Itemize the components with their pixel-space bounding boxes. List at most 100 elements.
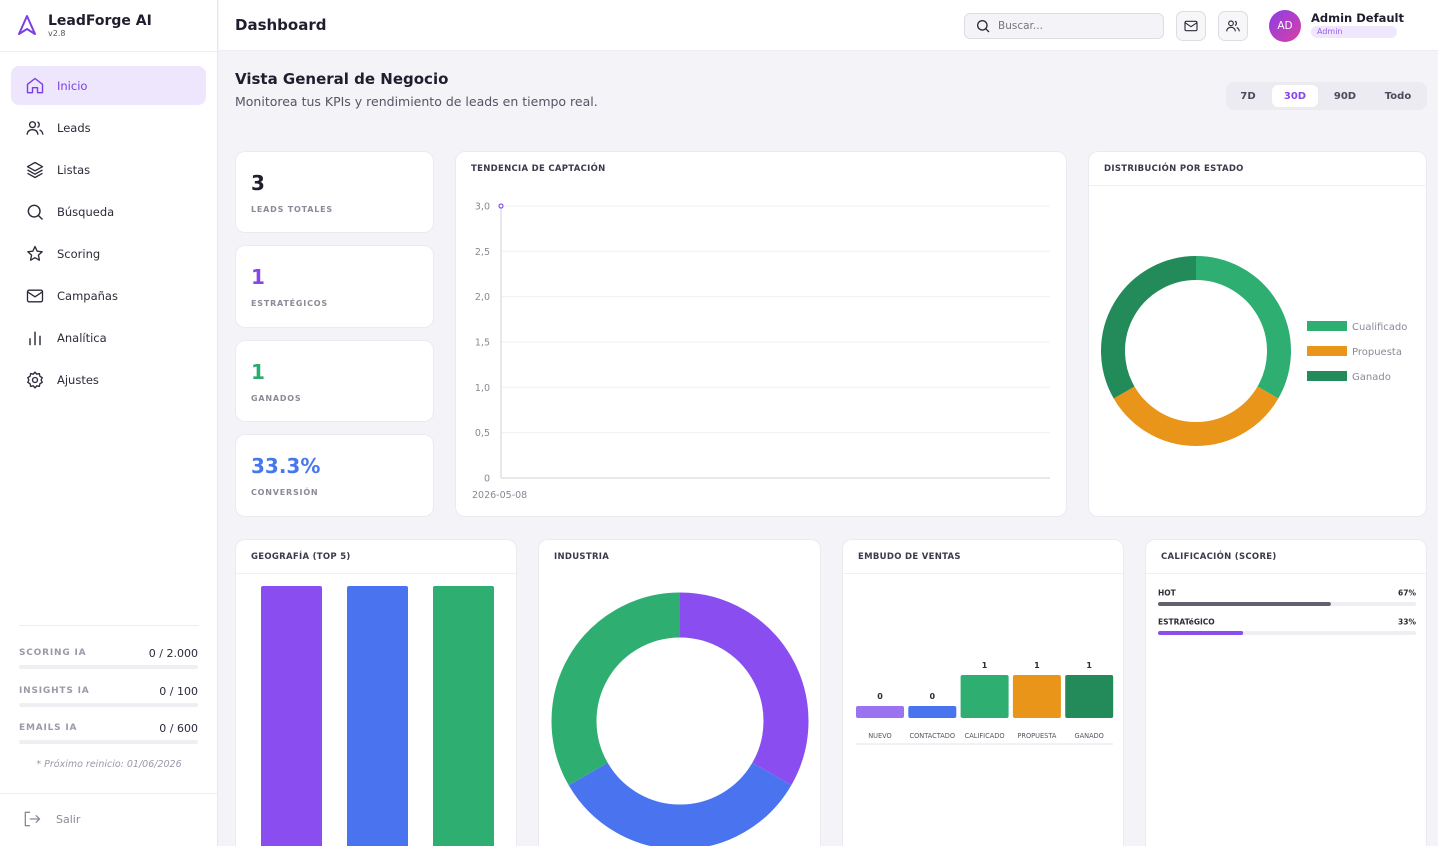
sidebar-item-listas[interactable]: Listas [11, 150, 206, 189]
score-value-label: 67% [1398, 589, 1416, 598]
chart-title: INDUSTRIA [554, 552, 610, 562]
funnel-chart-card: EMBUDO DE VENTAS 0 NUEVO 0 CONTACTADO 1 CALIF… [842, 539, 1124, 846]
quota-scoring: SCORING IA 0 / 2.000 [19, 646, 198, 669]
users-icon [26, 120, 44, 135]
bar-category-label: CALIFICADO [965, 732, 1005, 740]
score-bar-chart: HOT 67% ESTRATéGICO 33% [1158, 589, 1416, 635]
range-30d-button[interactable]: 30D [1272, 85, 1318, 107]
kpi-value: 33.3% [251, 454, 321, 478]
sidebar-item-busqueda[interactable]: Búsqueda [11, 192, 206, 231]
sidebar-item-ajustes[interactable]: Ajustes [11, 360, 206, 399]
divider [843, 573, 1123, 574]
status-slice-2 [1101, 256, 1197, 399]
gear-icon [27, 370, 43, 389]
quota-progress-bar [19, 665, 198, 669]
kpi-card-won: 1 GANADOS [235, 340, 434, 422]
industry-chart-card: INDUSTRIA [538, 539, 821, 846]
mail-icon [26, 289, 44, 302]
kpi-label: CONVERSIÓN [251, 488, 319, 497]
range-90d-button[interactable]: 90D [1333, 90, 1357, 102]
search-box[interactable] [964, 13, 1164, 39]
star-icon [27, 245, 43, 261]
geography-bar-chart [261, 586, 494, 846]
funnel-bar-3 [1012, 675, 1061, 718]
bar-value-label: 1 [1086, 661, 1092, 670]
chart-title: CALIFICACIÓN (SCORE) [1161, 552, 1277, 562]
range-all-button[interactable]: Todo [1384, 90, 1412, 102]
section-title: Vista General de Negocio [235, 70, 449, 88]
sidebar-item-label: Analítica [57, 330, 107, 345]
legend-swatch [1307, 321, 1347, 331]
y-tick-label: 1,0 [475, 383, 490, 394]
bar-category-label: GANADO [1075, 732, 1104, 740]
quota-label: SCORING IA [19, 648, 87, 658]
divider [1089, 185, 1426, 186]
score-label: HOT [1158, 589, 1177, 598]
industry-slice-2 [551, 592, 681, 786]
funnel-bar-2 [960, 675, 1009, 718]
kpi-label: ESTRATÉGICOS [251, 299, 328, 308]
sidebar: LeadForge AI v2.8 Inicio Leads Listas Bú… [0, 0, 218, 846]
sidebar-item-label: Leads [57, 120, 91, 135]
chart-title: TENDENCIA DE CAPTACIÓN [471, 164, 606, 174]
status-slice-0 [1195, 256, 1291, 399]
quota-value: 0 / 600 [159, 721, 198, 735]
x-tick-label: 2026-05-08 [472, 490, 527, 501]
bar-value-label: 0 [877, 692, 883, 701]
sidebar-item-label: Campañas [57, 288, 118, 303]
sidebar-item-leads[interactable]: Leads [11, 108, 206, 147]
y-tick-label: 3,0 [475, 202, 490, 213]
funnel-bar-1 [908, 706, 957, 718]
logout-icon [24, 811, 41, 827]
brand-version: v2.8 [48, 28, 66, 38]
topbar: Dashboard AD Admin Default Admin [219, 0, 1438, 51]
chart-title: GEOGRAFÍA (TOP 5) [251, 552, 351, 562]
quota-progress-bar [19, 740, 198, 744]
geography-chart-card: GEOGRAFÍA (TOP 5) [235, 539, 517, 846]
y-tick-label: 2,0 [475, 292, 490, 303]
industry-slice-1 [568, 762, 792, 846]
sidebar-item-campanas[interactable]: Campañas [11, 276, 206, 315]
legend-swatch [1307, 371, 1347, 381]
sidebar-item-scoring[interactable]: Scoring [11, 234, 206, 273]
sidebar-item-label: Inicio [57, 78, 88, 93]
kpi-value: 1 [251, 360, 265, 384]
section-subtitle: Monitorea tus KPIs y rendimiento de lead… [235, 94, 598, 109]
y-tick-label: 2,5 [475, 247, 490, 258]
score-chart-card: CALIFICACIÓN (SCORE) HOT 67% ESTRATéGICO 33… [1145, 539, 1427, 846]
brand-name: LeadForge AI [48, 12, 152, 29]
role-badge: Admin [1311, 26, 1397, 38]
brand[interactable]: LeadForge AI v2.8 [16, 10, 152, 40]
team-button[interactable] [1218, 11, 1248, 41]
avatar[interactable]: AD [1269, 10, 1301, 42]
users-icon [1226, 20, 1240, 32]
divider [19, 625, 199, 626]
sidebar-item-analitica[interactable]: Analítica [11, 318, 206, 357]
chart-title: EMBUDO DE VENTAS [858, 552, 961, 562]
logout-label: Salir [56, 812, 81, 826]
bar-value-label: 0 [930, 692, 936, 701]
trend-chart-card: TENDENCIA DE CAPTACIÓN 0 0,5 1,0 1,5 2,0 2,5 3… [455, 151, 1067, 517]
status-chart-card: DISTRIBUCIÓN POR ESTADO Cualificado Propu… [1088, 151, 1427, 517]
legend-label: Propuesta [1352, 347, 1402, 358]
reset-note: * Próximo reinicio: 01/06/2026 [36, 759, 182, 770]
search-input[interactable] [998, 20, 1148, 32]
user-name[interactable]: Admin Default [1311, 11, 1404, 25]
y-tick-label: 0 [484, 474, 490, 485]
bar-chart-icon [29, 330, 41, 345]
divider [236, 573, 516, 574]
quota-progress-bar [19, 703, 198, 707]
logout-button[interactable]: Salir [22, 809, 80, 829]
kpi-label: GANADOS [251, 394, 302, 403]
mail-icon [1184, 20, 1198, 32]
range-7d-button[interactable]: 7D [1240, 90, 1256, 102]
kpi-label: LEADS TOTALES [251, 205, 333, 214]
sidebar-item-inicio[interactable]: Inicio [11, 66, 206, 105]
y-tick-label: 0,5 [475, 428, 490, 439]
sales-funnel-chart: 0 NUEVO 0 CONTACTADO 1 CALIFICADO 1 PROPUESTA 1 G… [856, 661, 1114, 745]
score-bar-1 [1158, 631, 1244, 635]
messages-button[interactable] [1176, 11, 1206, 41]
funnel-bar-4 [1065, 675, 1114, 718]
data-point [498, 203, 504, 209]
kpi-card-total-leads: 3 LEADS TOTALES [235, 151, 434, 233]
